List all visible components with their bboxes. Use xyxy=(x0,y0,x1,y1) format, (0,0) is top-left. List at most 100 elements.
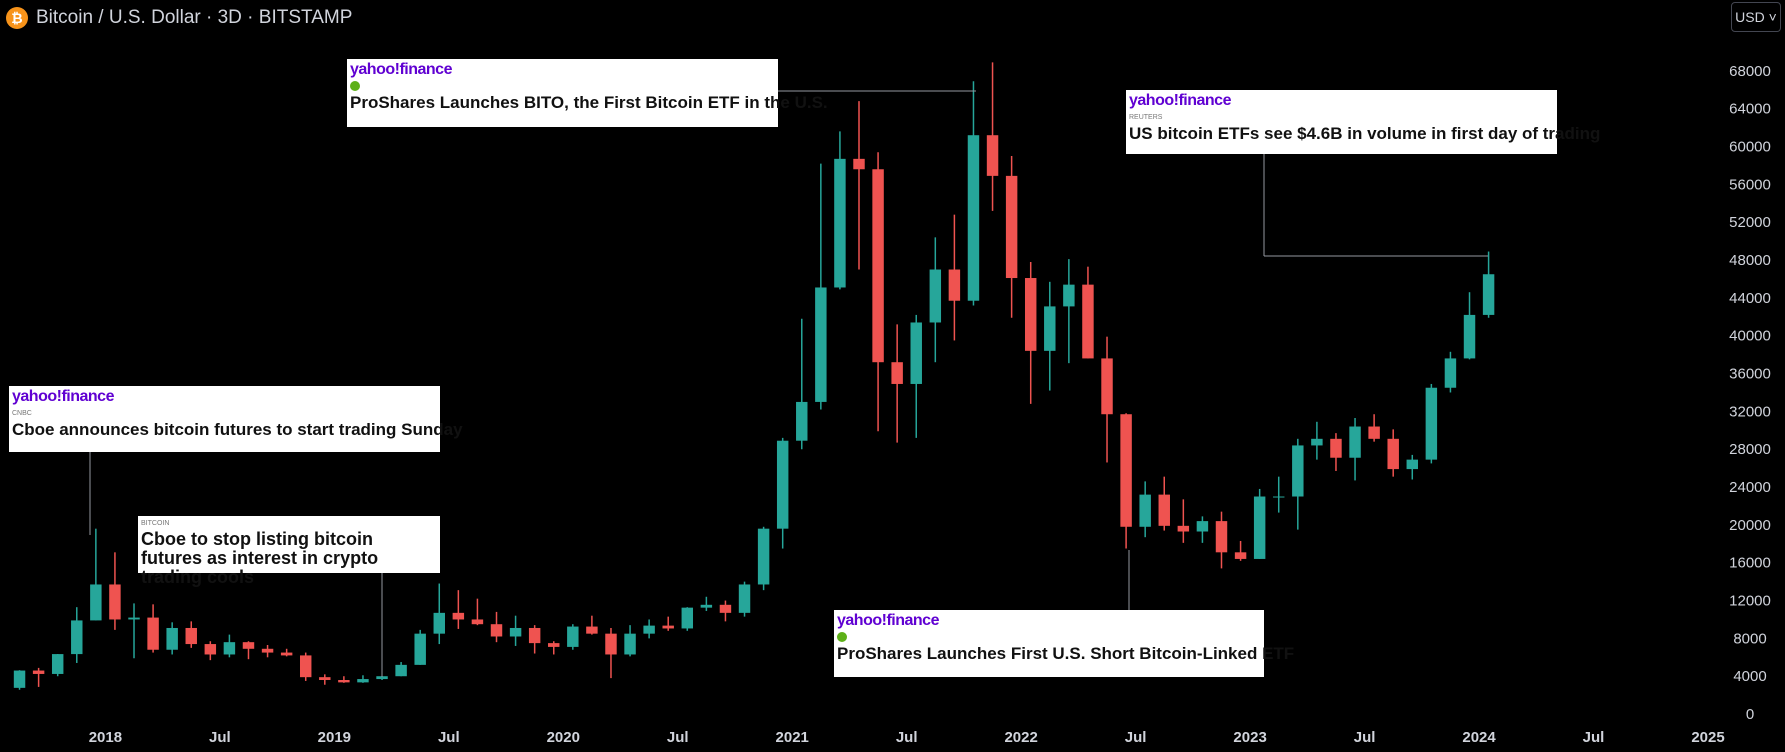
currency-label: USD xyxy=(1735,9,1765,25)
x-tick-label: 2022 xyxy=(1004,729,1037,746)
y-tick-label: 64000 xyxy=(1729,101,1771,118)
candle-body xyxy=(929,269,942,323)
news-source-icon xyxy=(837,632,1261,644)
candle-body xyxy=(1444,358,1457,388)
candle-body xyxy=(1387,438,1399,470)
news-brand: yahoo!finance xyxy=(350,61,452,78)
candle-body xyxy=(986,135,999,176)
candle-body xyxy=(319,677,331,681)
candle-body xyxy=(395,664,407,677)
candle-body xyxy=(261,648,274,653)
x-tick-label: 2024 xyxy=(1462,729,1496,746)
news-card: BITCOIN Cboe to stop listing bitcoin futu… xyxy=(138,516,440,587)
candle-body xyxy=(1311,438,1323,446)
candle-body xyxy=(605,633,617,655)
candle-body xyxy=(1482,274,1495,315)
y-tick-label: 16000 xyxy=(1729,555,1771,572)
candle-body xyxy=(71,620,83,655)
candle-body xyxy=(681,607,694,629)
x-tick-label: Jul xyxy=(438,729,460,746)
candle-body xyxy=(567,626,579,647)
candle-body xyxy=(1330,438,1342,458)
candle-body xyxy=(1463,314,1476,359)
candle-body xyxy=(509,627,522,637)
candle-body xyxy=(1063,284,1075,307)
candle-body xyxy=(376,676,388,680)
candle-body xyxy=(338,680,350,683)
candle-body xyxy=(1406,459,1419,470)
y-tick-label: 48000 xyxy=(1729,252,1771,269)
news-headline: US bitcoin ETFs see $4.6B in volume in f… xyxy=(1129,124,1601,143)
candle-body xyxy=(147,617,159,650)
candle-body xyxy=(471,619,484,625)
candle-body xyxy=(853,158,865,170)
candle-body xyxy=(32,670,45,674)
news-source: CNBC xyxy=(12,410,32,417)
candle-body xyxy=(13,670,26,688)
candle-body xyxy=(1215,521,1228,553)
candle-body xyxy=(1158,494,1170,526)
candle-body xyxy=(662,625,674,629)
x-tick-label: Jul xyxy=(667,729,689,746)
news-headline: Cboe announces bitcoin futures to start … xyxy=(12,420,463,439)
candle-body xyxy=(51,654,64,674)
news-card: yahoo!finance CNBC Cboe announces bitcoin … xyxy=(9,386,463,452)
y-tick-label: 52000 xyxy=(1729,214,1771,231)
news-card: yahoo!finance ProShares Launches BITO, th… xyxy=(347,59,828,127)
y-tick-label: 44000 xyxy=(1729,290,1771,307)
candle-body xyxy=(242,642,255,649)
candle-body xyxy=(548,643,560,647)
candle-body xyxy=(700,604,713,608)
candle-body xyxy=(128,617,140,620)
x-tick-label: Jul xyxy=(896,729,918,746)
symbol-header: ₿ Bitcoin / U.S. Dollar · 3D · BITSTAMP xyxy=(6,6,352,30)
x-tick-label: 2020 xyxy=(547,729,580,746)
x-tick-label: 2018 xyxy=(89,729,122,746)
candle-body xyxy=(109,584,121,620)
candle-body xyxy=(433,612,445,634)
candle-body xyxy=(1292,445,1304,497)
candle-body xyxy=(1120,414,1132,527)
candle-body xyxy=(204,644,217,655)
news-brand: yahoo!finance xyxy=(12,388,114,405)
x-tick-label: Jul xyxy=(209,729,231,746)
y-tick-label: 0 xyxy=(1746,706,1754,723)
candle-body xyxy=(357,679,369,683)
candle-body xyxy=(624,633,636,655)
candle-body xyxy=(643,625,655,634)
candle-body xyxy=(948,269,961,301)
candle-body xyxy=(719,604,732,613)
news-source-icon xyxy=(350,81,775,93)
candle-body xyxy=(834,158,846,288)
x-tick-label: 2023 xyxy=(1233,729,1266,746)
candle-body xyxy=(910,322,922,384)
candle-body xyxy=(738,584,751,613)
candle-body xyxy=(166,627,178,650)
candle-body xyxy=(1005,175,1018,279)
candle-body xyxy=(1349,426,1361,458)
candle-body xyxy=(872,169,884,363)
news-source: REUTERS xyxy=(1129,114,1163,121)
news-brand: yahoo!finance xyxy=(1129,92,1231,109)
x-tick-label: 2019 xyxy=(318,729,351,746)
x-tick-label: 2021 xyxy=(776,729,809,746)
candle-body xyxy=(757,528,770,585)
candle-body xyxy=(776,440,789,529)
y-tick-label: 40000 xyxy=(1729,328,1771,345)
x-tick-label: Jul xyxy=(1583,729,1605,746)
candle-body xyxy=(1024,278,1037,351)
currency-button[interactable]: USD ˅ xyxy=(1731,2,1781,32)
candle-body xyxy=(1082,284,1094,359)
y-tick-label: 20000 xyxy=(1729,517,1771,534)
y-tick-label: 32000 xyxy=(1729,403,1771,420)
candle-body xyxy=(1253,496,1266,559)
source-dot xyxy=(350,81,360,91)
candle-body xyxy=(1139,494,1151,527)
candle-body xyxy=(452,612,465,620)
candle-body xyxy=(1044,306,1056,351)
candle-body xyxy=(223,642,236,655)
candle-body xyxy=(414,633,426,665)
y-tick-label: 28000 xyxy=(1729,441,1771,458)
x-tick-label: 2025 xyxy=(1691,729,1724,746)
